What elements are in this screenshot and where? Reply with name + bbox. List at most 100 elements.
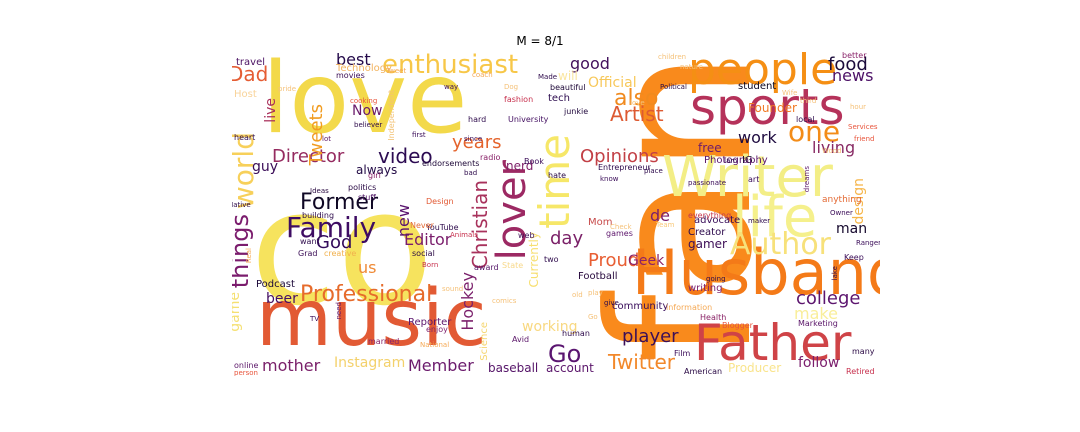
- cloud-word: years: [452, 132, 502, 153]
- cloud-word: hate: [548, 171, 567, 180]
- cloud-word: will: [558, 69, 578, 83]
- cloud-word: food: [828, 54, 868, 75]
- cloud-word: make: [794, 304, 838, 323]
- cloud-word: Writer: [662, 145, 833, 210]
- cloud-word: nature: [680, 63, 703, 71]
- cloud-word: live: [263, 98, 279, 123]
- cloud-word: day: [550, 228, 584, 249]
- cloud-word: Real: [245, 248, 253, 264]
- cloud-word: Reporter: [408, 317, 452, 328]
- cloud-word: best: [336, 52, 371, 69]
- chart-title: M = 8/1: [516, 34, 564, 48]
- cloud-word: many: [852, 347, 875, 356]
- cloud-word: God: [316, 232, 353, 253]
- cloud-word: player: [622, 326, 679, 347]
- cloud-word: music: [256, 274, 487, 364]
- cloud-word: way: [444, 83, 459, 91]
- cloud-word: TV: [310, 315, 320, 323]
- cloud-word: Instagram: [334, 355, 406, 371]
- cloud-word: since: [464, 135, 483, 143]
- cloud-word: Independent: [387, 90, 396, 141]
- cloud-word: YouTube: [426, 223, 459, 232]
- cloud-word: Never: [410, 221, 434, 230]
- cloud-word: Podcast: [256, 279, 295, 290]
- cloud-word: community: [612, 301, 669, 312]
- cloud-word: Geek: [628, 253, 665, 269]
- cloud-word: Made: [538, 73, 558, 81]
- cloud-word: Member: [408, 356, 474, 375]
- cloud-word: Director: [272, 146, 345, 167]
- cloud-word: always: [356, 163, 398, 177]
- cloud-word: guy: [252, 159, 279, 175]
- cloud-word: endorsements: [422, 159, 480, 168]
- cloud-word: Ideas: [310, 187, 329, 195]
- cloud-word: Football: [578, 271, 618, 282]
- cloud-word: local: [796, 115, 815, 124]
- cloud-word: nerd: [506, 159, 534, 173]
- cloud-word: believer: [354, 121, 383, 129]
- cloud-word: account: [546, 361, 594, 375]
- cloud-word: give: [604, 299, 619, 307]
- cloud-word: love: [630, 99, 645, 107]
- cloud-word: Film: [674, 349, 691, 358]
- cloud-word: good: [570, 54, 610, 73]
- cloud-word: cooking: [350, 97, 378, 105]
- cloud-word: enthusiast: [382, 52, 519, 80]
- cloud-word: student: [738, 81, 777, 92]
- cloud-word: one: [788, 115, 841, 148]
- cloud-word: game: [232, 292, 243, 332]
- cloud-word: Hockey: [458, 272, 477, 331]
- cloud-word: place: [644, 167, 663, 175]
- cloud-word: work: [738, 128, 777, 147]
- cloud-word: Technology: [336, 63, 393, 74]
- cloud-word: games: [606, 229, 633, 238]
- cloud-word: Health: [700, 313, 727, 322]
- cloud-word: creative: [324, 249, 357, 258]
- cloud-word: love: [262, 52, 468, 156]
- cloud-word: advocate: [694, 215, 741, 226]
- cloud-word: time: [530, 134, 579, 229]
- cloud-word: radio: [480, 153, 501, 162]
- cloud-word: award: [474, 263, 499, 272]
- cloud-word: IG: [742, 155, 753, 166]
- cloud-word: old: [572, 291, 583, 299]
- cloud-word: travel: [236, 57, 266, 68]
- cloud-word: baseball: [488, 361, 539, 375]
- cloud-word: movies: [336, 71, 365, 80]
- cloud-word: Proud: [588, 250, 640, 271]
- cloud-word: human: [562, 329, 590, 338]
- cloud-word: politics: [348, 183, 377, 192]
- cloud-word: building: [302, 211, 335, 220]
- cloud-word: beautiful: [550, 83, 586, 92]
- cloud-word: life: [732, 185, 818, 250]
- cloud-word: passionate: [688, 179, 727, 187]
- cloud-word: Team: [656, 221, 675, 229]
- cloud-word: news: [832, 66, 874, 85]
- cloud-word: sports: [690, 78, 845, 136]
- cloud-word: stuff: [358, 193, 376, 202]
- cloud-word: National: [420, 341, 450, 349]
- cloud-word: Now: [352, 103, 383, 119]
- cloud-word: tech: [548, 93, 570, 104]
- cloud-word: coach: [472, 71, 493, 79]
- cloud-word: Husband: [632, 236, 880, 309]
- cloud-word: heart: [234, 133, 256, 142]
- cloud-word: Science: [479, 322, 490, 361]
- cloud-word: Currently: [527, 232, 541, 288]
- cloud-word: also: [614, 86, 659, 111]
- cloud-word: everything: [688, 211, 732, 220]
- cloud-word: Owner: [830, 209, 853, 217]
- cloud-word: Design: [426, 197, 454, 206]
- cloud-word: enjoy: [426, 325, 448, 334]
- cloud-word: web: [518, 231, 535, 240]
- cloud-word: beer: [266, 291, 298, 307]
- cloud-word: Go: [548, 340, 582, 368]
- cloud-word: play: [588, 289, 603, 297]
- cloud-word: better: [842, 52, 867, 60]
- cloud-word: information: [666, 303, 713, 312]
- cloud-word: video: [378, 144, 433, 168]
- cloud-word: Iam: [724, 157, 738, 165]
- cloud-word: Blogger: [722, 321, 753, 330]
- cloud-word: Father: [694, 314, 852, 372]
- cloud-word: University: [508, 115, 549, 124]
